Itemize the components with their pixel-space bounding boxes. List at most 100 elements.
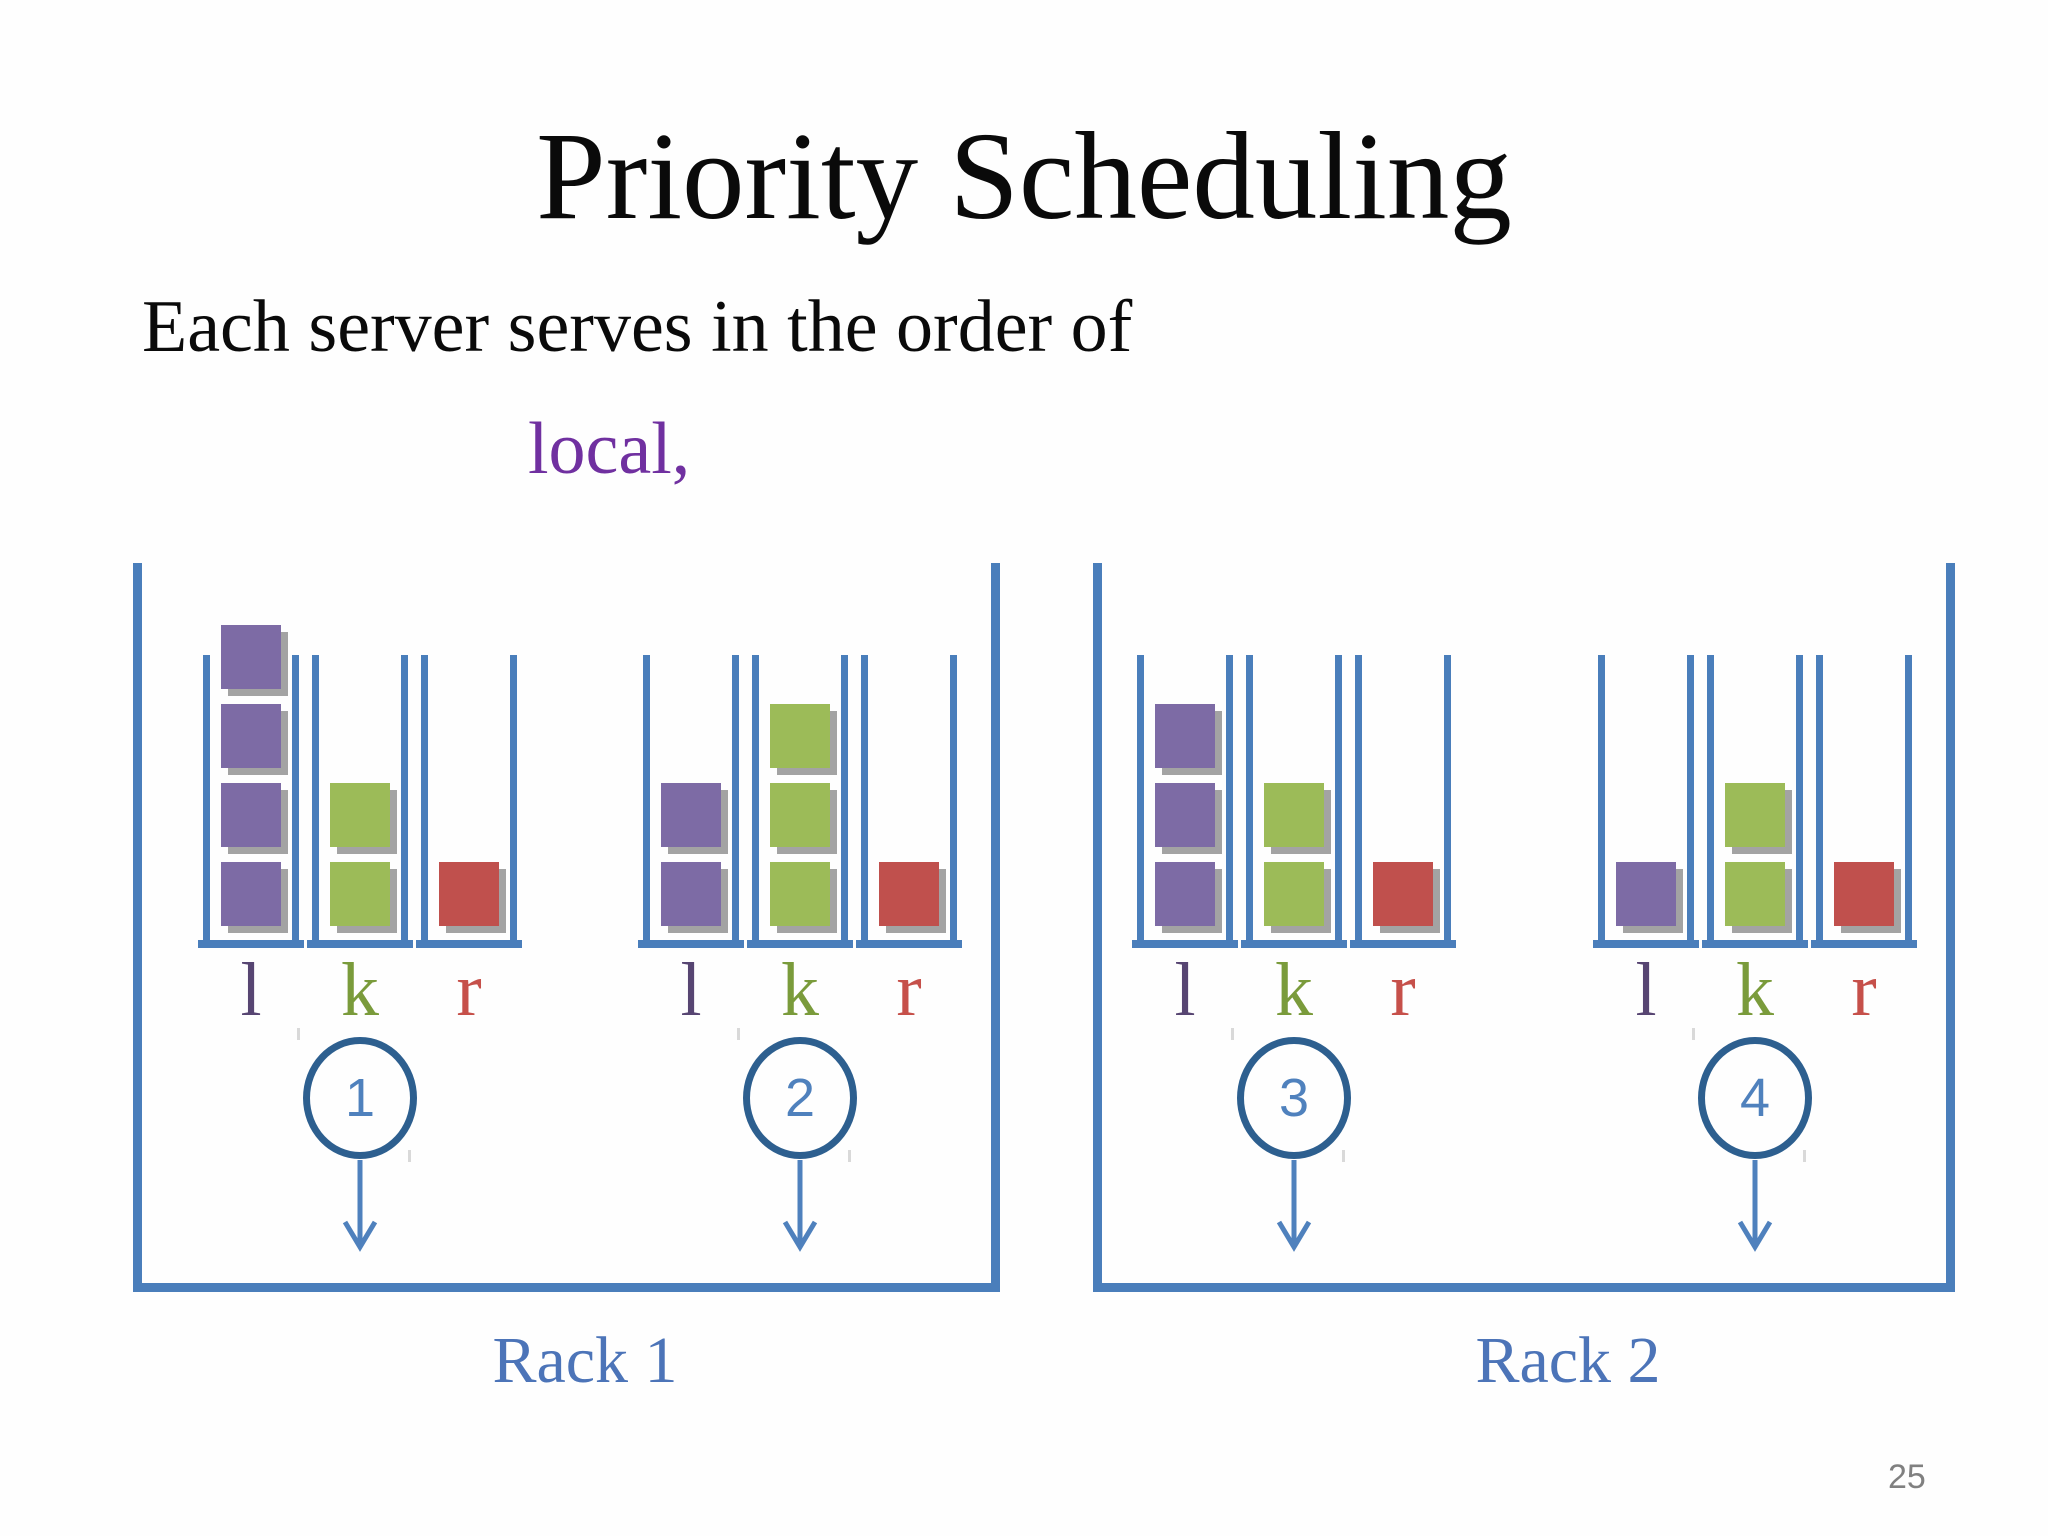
queue-channel-l bbox=[1137, 655, 1233, 940]
queue-channel-l bbox=[1598, 655, 1694, 940]
queue-channel-bottom bbox=[307, 940, 413, 948]
queue-channel-r bbox=[421, 655, 517, 940]
server-circle: 3 bbox=[1237, 1037, 1351, 1159]
queue-stack-l bbox=[650, 783, 732, 926]
server-output-arrow bbox=[782, 1160, 818, 1252]
server-output-arrow bbox=[1737, 1160, 1773, 1252]
task-square-l bbox=[221, 862, 281, 926]
queue-channel-r bbox=[1816, 655, 1912, 940]
slide-subtitle: Each server serves in the order of bbox=[142, 286, 1133, 368]
queue-label-l: l bbox=[1174, 948, 1196, 1032]
rack-2-label: Rack 2 bbox=[1475, 1324, 1661, 1397]
queue-channel-l bbox=[203, 625, 299, 940]
server-number: 2 bbox=[784, 1068, 816, 1128]
queue-label-l: l bbox=[1635, 948, 1657, 1032]
highlight-word-local: local, bbox=[528, 408, 691, 490]
server-circle: 2 bbox=[743, 1037, 857, 1159]
queue-label-l: l bbox=[680, 948, 702, 1032]
artifact-tick bbox=[737, 1028, 740, 1040]
queue-stack-l bbox=[210, 625, 292, 926]
rack-1-label: Rack 1 bbox=[492, 1324, 678, 1397]
task-square-l bbox=[1616, 862, 1676, 926]
queue-label-k: k bbox=[1275, 948, 1313, 1032]
queue-channel-bottom bbox=[1241, 940, 1347, 948]
task-square-k bbox=[1725, 862, 1785, 926]
artifact-tick bbox=[1342, 1150, 1345, 1162]
server-number: 1 bbox=[344, 1068, 376, 1128]
task-square-r bbox=[439, 862, 499, 926]
task-square-l bbox=[221, 704, 281, 768]
queue-stack-k bbox=[1253, 783, 1335, 926]
task-square-r bbox=[879, 862, 939, 926]
task-square-l bbox=[221, 783, 281, 847]
task-square-r bbox=[1834, 862, 1894, 926]
rack-2-enclosure bbox=[1093, 563, 1955, 1292]
queue-label-r: r bbox=[1390, 948, 1416, 1032]
page-number: 25 bbox=[1888, 1458, 1926, 1496]
artifact-tick bbox=[1231, 1028, 1234, 1040]
queue-stack-r bbox=[1823, 862, 1905, 926]
queue-channel-bottom bbox=[416, 940, 522, 948]
task-square-l bbox=[1155, 704, 1215, 768]
task-square-k bbox=[330, 783, 390, 847]
task-square-k bbox=[1264, 783, 1324, 847]
queue-channel-bottom bbox=[1132, 940, 1238, 948]
queue-channel-bottom bbox=[1593, 940, 1699, 948]
queue-channel-bottom bbox=[198, 940, 304, 948]
task-square-l bbox=[661, 783, 721, 847]
queue-label-k: k bbox=[341, 948, 379, 1032]
server-circle: 1 bbox=[303, 1037, 417, 1159]
queue-stack-k bbox=[759, 704, 841, 926]
task-square-k bbox=[770, 862, 830, 926]
server-output-arrow bbox=[342, 1160, 378, 1252]
queue-channel-k bbox=[312, 655, 408, 940]
task-square-k bbox=[770, 704, 830, 768]
artifact-tick bbox=[408, 1150, 411, 1162]
artifact-tick bbox=[1803, 1150, 1806, 1162]
task-square-k bbox=[1264, 862, 1324, 926]
queue-label-l: l bbox=[240, 948, 262, 1032]
server-number: 3 bbox=[1278, 1068, 1310, 1128]
task-square-k bbox=[330, 862, 390, 926]
task-square-k bbox=[1725, 783, 1785, 847]
task-square-l bbox=[1155, 862, 1215, 926]
queue-channel-k bbox=[1246, 655, 1342, 940]
queue-channel-l bbox=[643, 655, 739, 940]
queue-channel-bottom bbox=[638, 940, 744, 948]
slide-title: Priority Scheduling bbox=[536, 108, 1512, 246]
task-square-l bbox=[661, 862, 721, 926]
queue-channel-r bbox=[861, 655, 957, 940]
queue-channel-bottom bbox=[1702, 940, 1808, 948]
server-output-arrow bbox=[1276, 1160, 1312, 1252]
queue-channel-bottom bbox=[856, 940, 962, 948]
queue-channel-k bbox=[752, 655, 848, 940]
queue-label-r: r bbox=[896, 948, 922, 1032]
queue-stack-l bbox=[1144, 704, 1226, 926]
queue-label-r: r bbox=[1851, 948, 1877, 1032]
task-square-l bbox=[221, 625, 281, 689]
queue-channel-bottom bbox=[747, 940, 853, 948]
queue-stack-k bbox=[319, 783, 401, 926]
queue-channel-k bbox=[1707, 655, 1803, 940]
queue-channel-r bbox=[1355, 655, 1451, 940]
queue-stack-r bbox=[428, 862, 510, 926]
queue-channel-bottom bbox=[1350, 940, 1456, 948]
artifact-tick bbox=[1692, 1028, 1695, 1040]
server-number: 4 bbox=[1739, 1068, 1771, 1128]
queue-stack-l bbox=[1605, 862, 1687, 926]
queue-stack-k bbox=[1714, 783, 1796, 926]
artifact-tick bbox=[848, 1150, 851, 1162]
task-square-k bbox=[770, 783, 830, 847]
artifact-tick bbox=[297, 1028, 300, 1040]
server-circle: 4 bbox=[1698, 1037, 1812, 1159]
queue-stack-r bbox=[1362, 862, 1444, 926]
task-square-l bbox=[1155, 783, 1215, 847]
queue-channel-bottom bbox=[1811, 940, 1917, 948]
task-square-r bbox=[1373, 862, 1433, 926]
queue-label-r: r bbox=[456, 948, 482, 1032]
queue-label-k: k bbox=[781, 948, 819, 1032]
queue-stack-r bbox=[868, 862, 950, 926]
rack-1-enclosure bbox=[133, 563, 1000, 1292]
